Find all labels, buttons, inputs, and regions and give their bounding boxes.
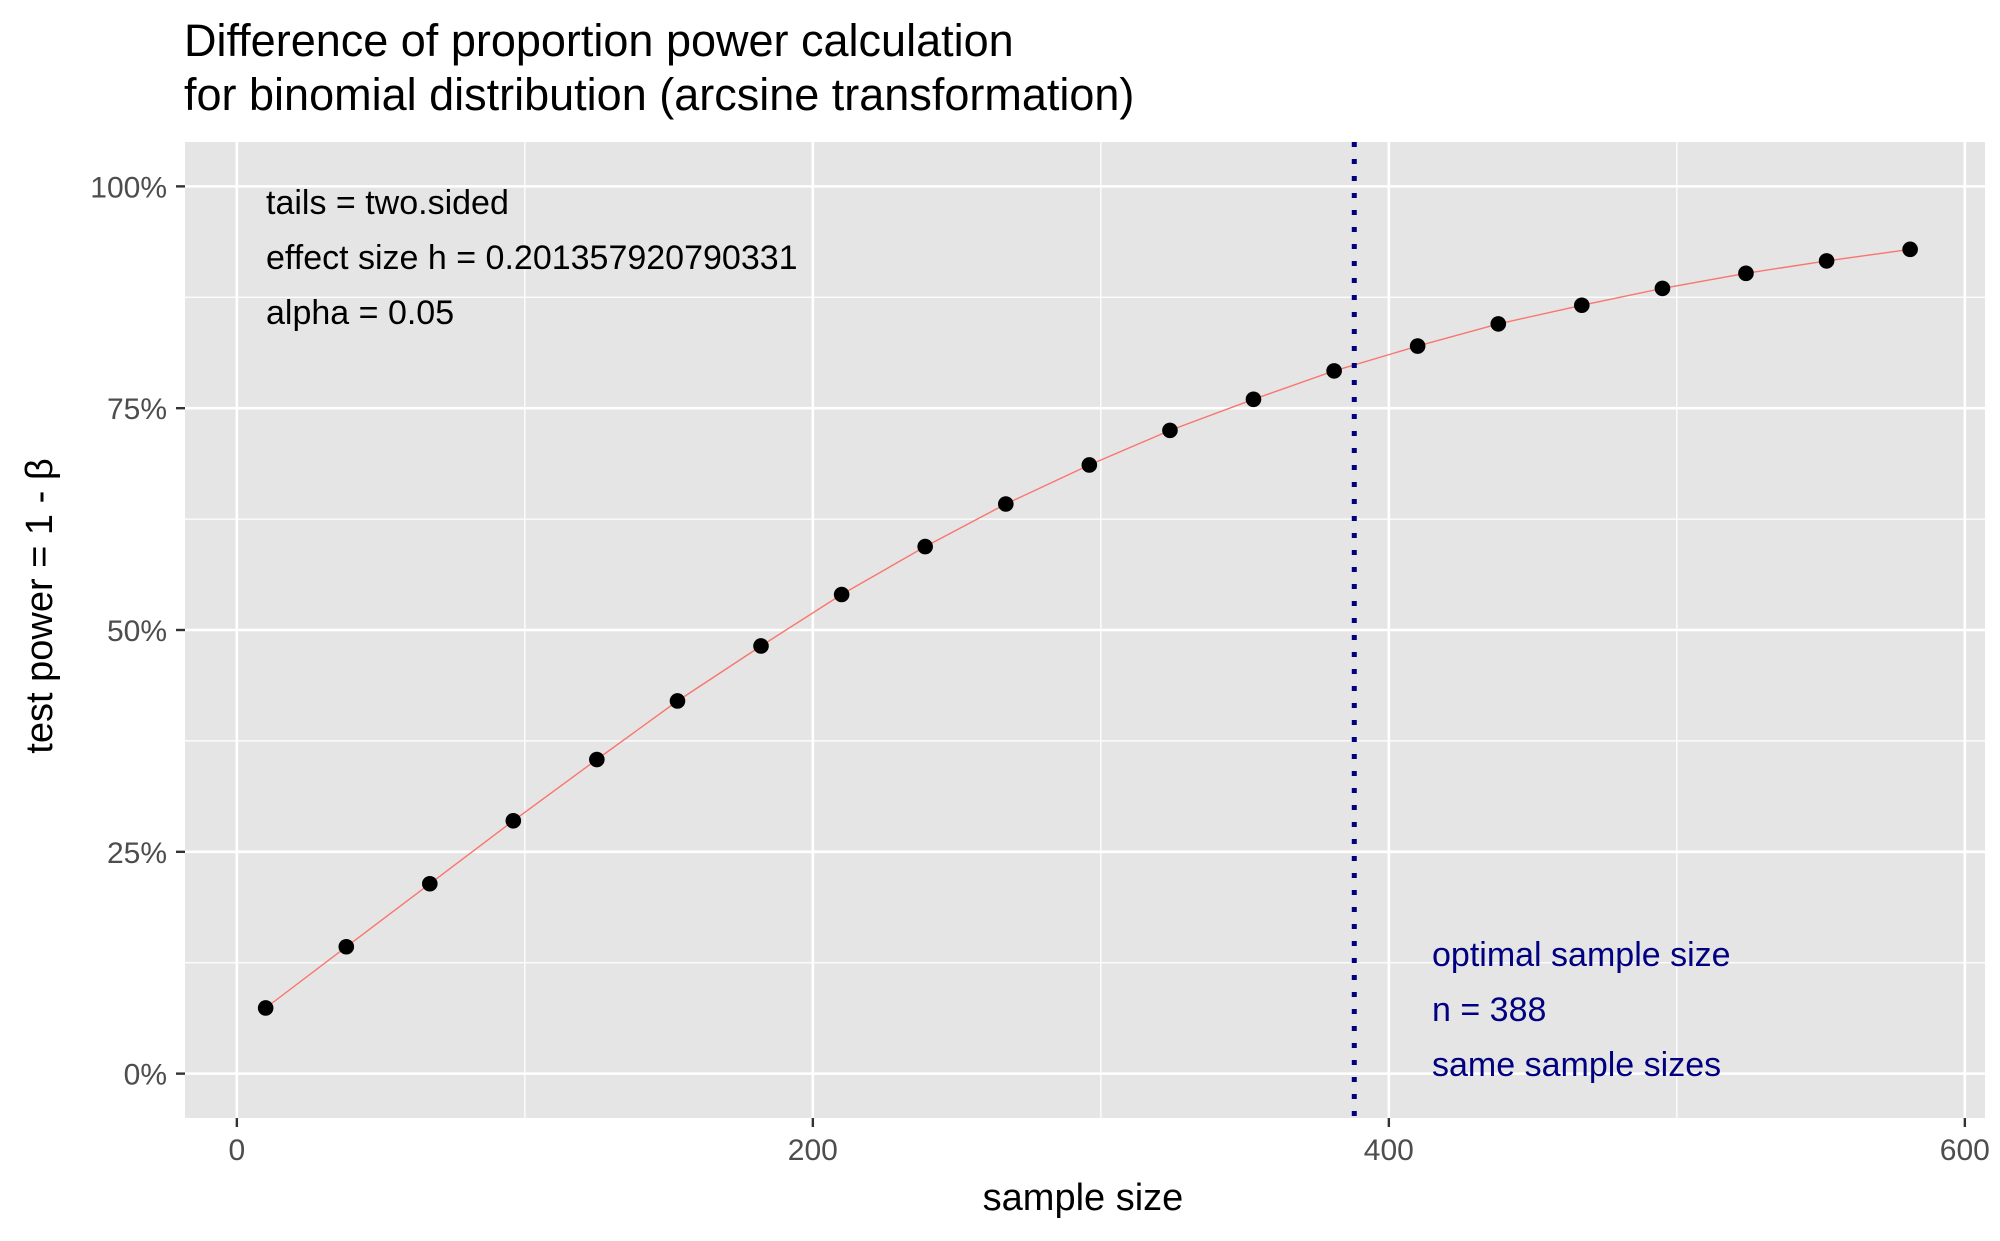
annotation-optimal-line: optimal sample size bbox=[1432, 936, 1731, 974]
annotation-optimal-line: n = 388 bbox=[1432, 991, 1546, 1029]
data-point bbox=[422, 875, 438, 892]
data-point bbox=[753, 638, 769, 654]
x-tick-labels: 0 200 400 600 bbox=[228, 1134, 1989, 1167]
data-point bbox=[1162, 422, 1178, 439]
data-point bbox=[1654, 280, 1671, 297]
data-point bbox=[1490, 316, 1507, 332]
data-point bbox=[257, 1000, 274, 1016]
data-point bbox=[1818, 253, 1835, 269]
data-point bbox=[669, 693, 686, 709]
grid-major bbox=[185, 142, 1985, 1118]
x-tick-label: 600 bbox=[1940, 1134, 1990, 1167]
data-point bbox=[338, 938, 355, 955]
data-point bbox=[1245, 391, 1262, 408]
annotation-line: alpha = 0.05 bbox=[266, 294, 454, 332]
y-tick-label: 100% bbox=[90, 171, 167, 204]
data-point bbox=[589, 751, 605, 768]
y-axis-title: test power = 1 - β bbox=[19, 458, 61, 753]
data-point bbox=[1409, 338, 1426, 354]
annotation-optimal: optimal sample size n = 388 same sample si… bbox=[1432, 936, 1731, 1084]
y-tick-label: 50% bbox=[107, 615, 167, 648]
data-point bbox=[917, 538, 933, 555]
chart-subtitle: for binomial distribution (arcsine trans… bbox=[184, 69, 1134, 120]
chart-title: Difference of proportion power calculati… bbox=[184, 15, 1014, 66]
annotation-parameters: tails = two.sided effect size h = 0.20135… bbox=[266, 184, 798, 332]
data-points bbox=[257, 241, 1918, 1016]
data-point bbox=[1326, 363, 1342, 379]
y-tick-label: 0% bbox=[124, 1059, 167, 1092]
data-point bbox=[1902, 241, 1918, 258]
data-point bbox=[505, 812, 522, 829]
data-point bbox=[1738, 265, 1754, 282]
y-tick-labels: 0% 25% 50% 75% 100% bbox=[90, 171, 167, 1091]
y-tick-label: 75% bbox=[107, 393, 167, 426]
x-tick-label: 0 bbox=[228, 1134, 245, 1167]
y-tick-label: 25% bbox=[107, 837, 167, 870]
annotation-optimal-line: same sample sizes bbox=[1432, 1046, 1721, 1084]
data-point bbox=[1081, 457, 1098, 473]
data-point bbox=[1574, 297, 1590, 314]
data-point bbox=[833, 586, 850, 603]
annotation-line: tails = two.sided bbox=[266, 184, 509, 222]
data-point bbox=[998, 496, 1014, 512]
x-axis-title: sample size bbox=[983, 1177, 1184, 1219]
axis-ticks bbox=[176, 185, 1967, 1127]
annotation-line: effect size h = 0.201357920790331 bbox=[266, 239, 798, 277]
x-tick-label: 200 bbox=[788, 1134, 838, 1167]
x-tick-label: 400 bbox=[1364, 1134, 1414, 1167]
